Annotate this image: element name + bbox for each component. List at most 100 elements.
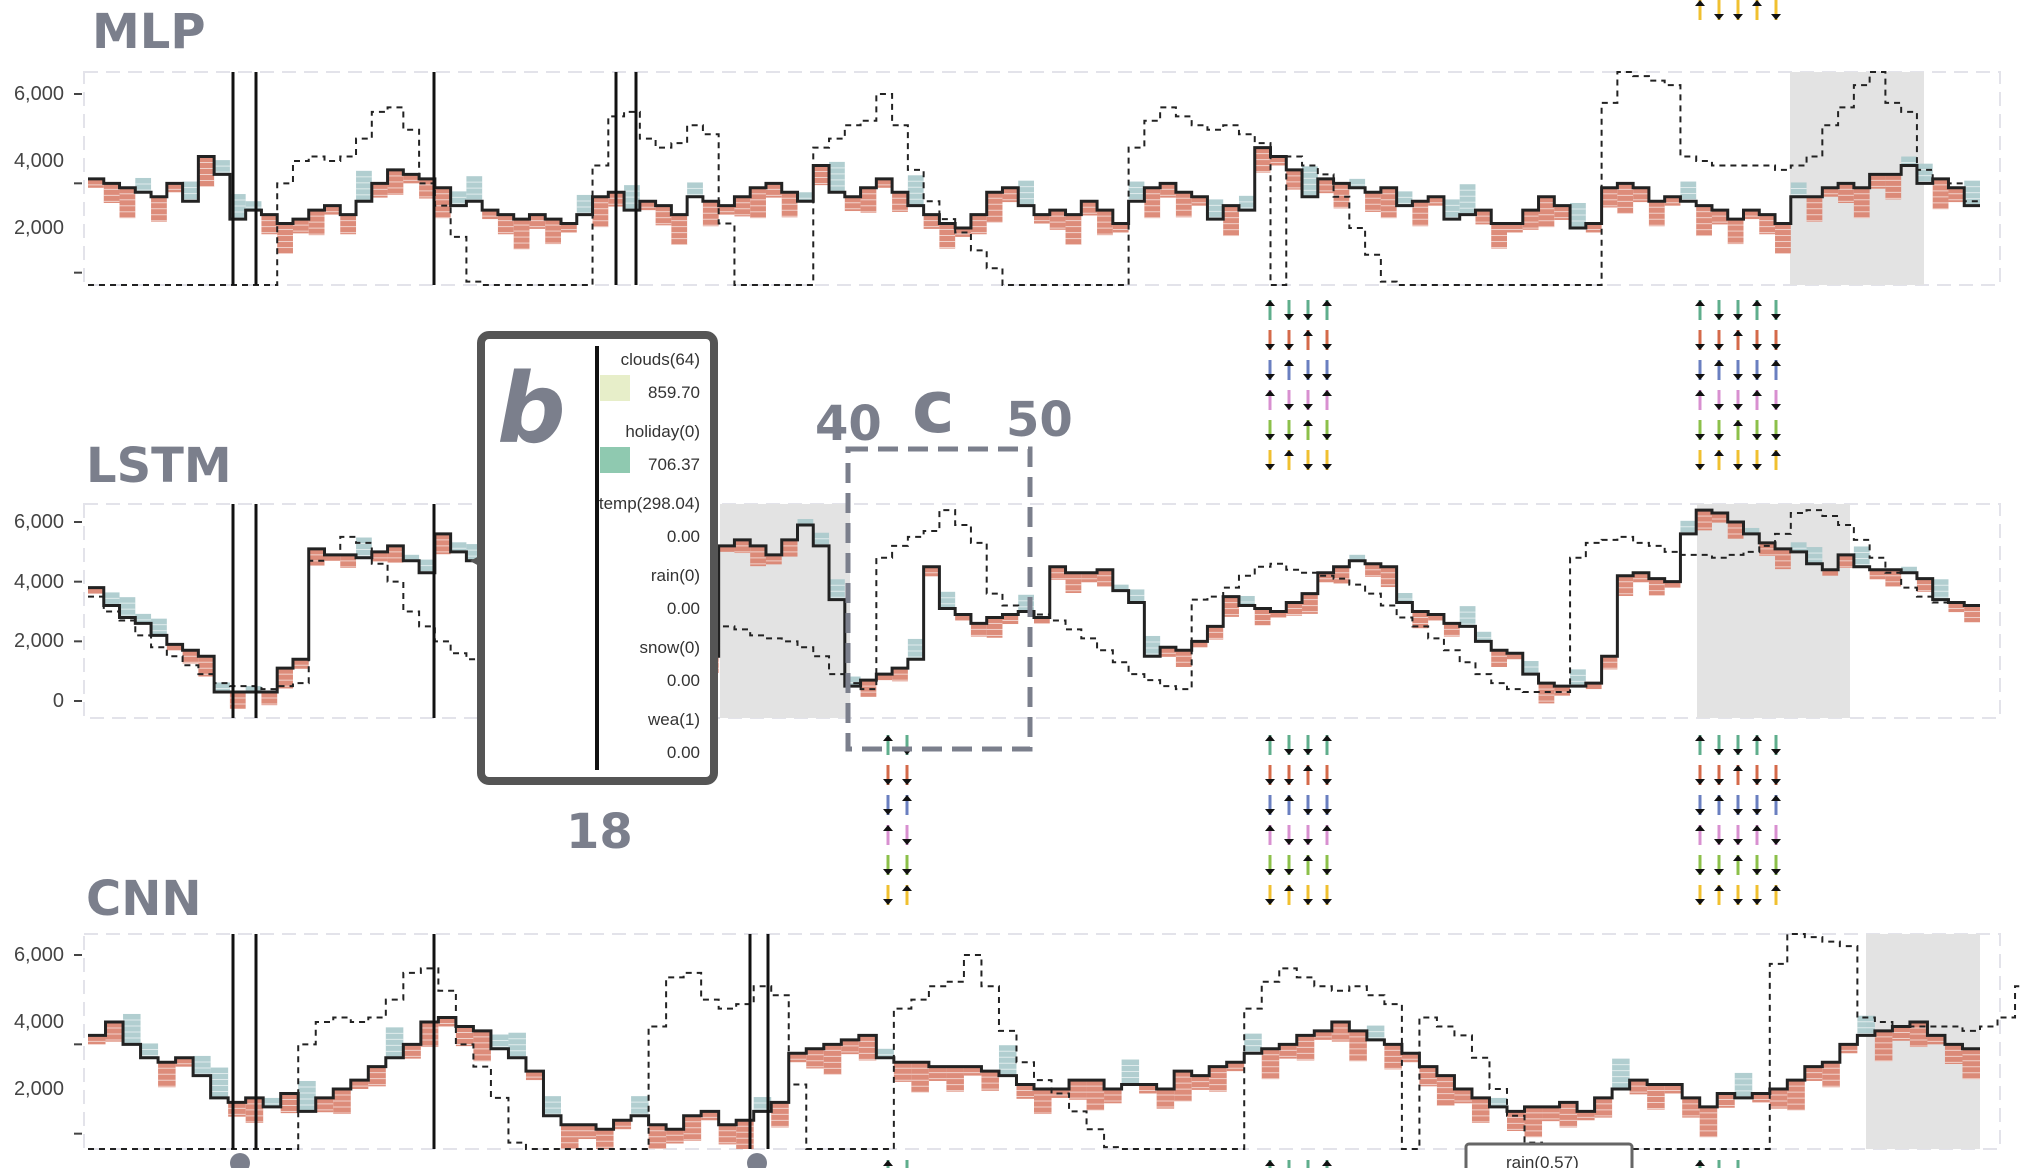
- glyph-arrow-head: [1771, 360, 1781, 366]
- glyph-arrow-head: [1714, 314, 1724, 320]
- positive-contribution-bar: [1475, 210, 1492, 225]
- negative-contribution-bar: [907, 175, 924, 206]
- negative-contribution-bar: [119, 597, 136, 618]
- positive-contribution-bar: [683, 1115, 702, 1141]
- glyph-arrow-head: [1695, 899, 1705, 905]
- y-tick-label: 6,000: [14, 83, 64, 105]
- positive-contribution-bar: [280, 1093, 299, 1114]
- tooltip-swatch: [600, 375, 630, 401]
- negative-contribution-bar: [1743, 527, 1760, 534]
- negative-contribution-bar: [797, 519, 814, 525]
- negative-contribution-bar: [1734, 1072, 1753, 1098]
- positive-contribution-bar: [387, 545, 404, 563]
- negative-contribution-bar: [876, 1048, 894, 1058]
- glyph-arrow-head: [1752, 825, 1762, 831]
- y-tick-label: 4,000: [14, 571, 64, 593]
- glyph-arrow-head: [1322, 464, 1332, 470]
- positive-contribution-bar: [198, 156, 215, 187]
- negative-contribution-bar: [214, 682, 230, 693]
- negative-contribution-bar: [182, 181, 199, 202]
- negative-contribution-bar: [123, 1013, 141, 1045]
- negative-contribution-bar: [490, 1034, 509, 1049]
- positive-contribution-bar: [1585, 683, 1602, 690]
- glyph-arrow-head: [1752, 374, 1762, 380]
- positive-contribution-bar: [1601, 656, 1618, 670]
- tooltip-feature-label: snow(0): [640, 638, 700, 657]
- glyph-arrow-head: [1752, 735, 1762, 741]
- positive-contribution-bar: [1885, 569, 1902, 587]
- positive-contribution-bar: [175, 1057, 194, 1067]
- negative-contribution-bar: [829, 579, 845, 600]
- tooltip-feature-label: clouds(64): [621, 350, 700, 369]
- negative-contribution-bar: [844, 676, 861, 687]
- positive-contribution-bar: [1727, 219, 1744, 245]
- positive-contribution-bar: [1629, 1080, 1648, 1095]
- negative-contribution-bar: [1790, 542, 1807, 552]
- glyph-arrow-head: [1322, 390, 1332, 396]
- positive-contribution-bar: [1538, 683, 1555, 704]
- negative-contribution-bar: [1396, 593, 1413, 603]
- glyph-arrow-head: [1714, 749, 1724, 755]
- glyph-arrow-head: [1733, 374, 1743, 380]
- positive-contribution-bar: [1932, 178, 1949, 210]
- positive-contribution-bar: [1428, 196, 1444, 206]
- glyph-arrow-head: [1752, 464, 1762, 470]
- positive-contribution-bar: [823, 1044, 842, 1075]
- positive-contribution-bar: [1144, 187, 1161, 219]
- glyph-arrow-head: [1303, 314, 1313, 320]
- glyph-arrow-head: [1303, 404, 1313, 410]
- glyph-arrow-head: [883, 809, 893, 815]
- glyph-arrow-head: [1322, 1160, 1332, 1166]
- negative-contribution-bar: [214, 160, 230, 175]
- positive-contribution-bar: [876, 674, 893, 681]
- positive-contribution-bar: [324, 554, 341, 561]
- glyph-arrow-head: [1322, 825, 1332, 831]
- positive-contribution-bar: [308, 548, 325, 566]
- negative-contribution-bar: [1916, 163, 1933, 184]
- positive-contribution-bar: [1049, 566, 1066, 580]
- positive-contribution-bar: [734, 539, 751, 554]
- negative-contribution-bar: [1121, 1059, 1140, 1085]
- positive-contribution-bar: [1412, 611, 1429, 629]
- positive-contribution-bar: [1617, 183, 1634, 214]
- negative-contribution-bar: [1680, 520, 1697, 534]
- glyph-arrow-head: [1714, 360, 1724, 366]
- positive-contribution-bar: [1822, 569, 1839, 576]
- positive-contribution-bar: [1209, 1066, 1227, 1092]
- negative-contribution-bar: [829, 161, 845, 193]
- positive-contribution-bar: [1471, 1097, 1490, 1123]
- negative-contribution-bar: [1612, 1058, 1630, 1089]
- negative-contribution-bar: [1349, 178, 1366, 188]
- negative-contribution-bar: [998, 1045, 1017, 1076]
- positive-contribution-bar: [1223, 596, 1239, 617]
- positive-contribution-bar: [88, 178, 104, 188]
- negative-contribution-bar: [466, 176, 483, 202]
- negative-contribution-bar: [135, 177, 152, 193]
- negative-contribution-bar: [1853, 546, 1870, 567]
- annotation-c-end: 50: [1006, 392, 1073, 448]
- glyph-arrow-head: [1284, 869, 1294, 875]
- tooltip-feature-value: 859.70: [648, 383, 700, 402]
- negative-contribution-bar: [1680, 181, 1697, 202]
- positive-contribution-bar: [1696, 205, 1712, 237]
- glyph-arrow-head: [1695, 434, 1705, 440]
- glyph-arrow-head: [1695, 779, 1705, 785]
- glyph-arrow-head: [1733, 420, 1743, 426]
- positive-contribution-bar: [765, 554, 782, 565]
- positive-contribution-bar: [1049, 210, 1066, 230]
- positive-contribution-bar: [986, 617, 1003, 638]
- negative-contribution-bar: [1443, 199, 1460, 220]
- positive-contribution-bar: [387, 169, 404, 195]
- positive-contribution-bar: [1759, 214, 1776, 235]
- positive-contribution-bar: [1759, 542, 1776, 557]
- negative-contribution-bar: [1018, 180, 1034, 206]
- glyph-arrow-head: [1284, 434, 1294, 440]
- glyph-arrow-head: [1714, 795, 1724, 801]
- positive-contribution-bar: [333, 1089, 351, 1115]
- positive-contribution-bar: [371, 551, 388, 562]
- positive-contribution-bar: [1086, 1080, 1105, 1111]
- positive-contribution-bar: [438, 1017, 456, 1027]
- negative-contribution-bar: [1901, 566, 1917, 573]
- positive-contribution-bar: [1559, 1102, 1578, 1128]
